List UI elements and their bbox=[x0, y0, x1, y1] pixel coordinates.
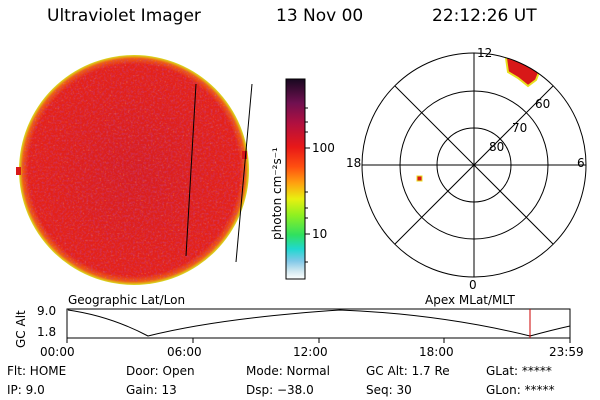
altitude-ylabel: GC Alt bbox=[14, 310, 28, 348]
info-mode: Mode: Normal bbox=[246, 364, 330, 378]
geographic-label: Geographic Lat/Lon bbox=[68, 293, 186, 307]
altitude-plot bbox=[66, 308, 571, 343]
lat-label-70: 70 bbox=[512, 121, 528, 135]
x-tick-0000: 00:00 bbox=[40, 345, 75, 359]
altitude-ymax: 9.0 bbox=[37, 304, 57, 318]
info-door: Door: Open bbox=[126, 364, 195, 378]
mlt-label-12: 12 bbox=[477, 46, 493, 60]
time-label: 22:12:26 UT bbox=[432, 6, 537, 26]
mlt-label-6: 6 bbox=[577, 156, 585, 170]
x-tick-1200: 12:00 bbox=[293, 345, 328, 359]
lat-label-80: 80 bbox=[489, 140, 505, 154]
info-glon: GLon: ***** bbox=[486, 383, 555, 397]
mlt-label-0: 0 bbox=[469, 278, 477, 292]
info-seq: Seq: 30 bbox=[366, 383, 412, 397]
altitude-ymin: 1.8 bbox=[37, 325, 57, 339]
date-label: 13 Nov 00 bbox=[276, 6, 364, 26]
colorbar-tick-100: 100 bbox=[312, 141, 335, 155]
mlt-label-18: 18 bbox=[346, 156, 362, 170]
lat-label-60: 60 bbox=[535, 97, 551, 111]
colorbar-tick-10: 10 bbox=[312, 227, 328, 241]
x-tick-0600: 06:00 bbox=[167, 345, 202, 359]
info-dsp: Dsp: −38.0 bbox=[246, 383, 314, 397]
apex-label: Apex MLat/MLT bbox=[425, 293, 515, 307]
x-tick-2359: 23:59 bbox=[549, 345, 584, 359]
info-glat: GLat: ***** bbox=[486, 364, 552, 378]
info-gc-alt: GC Alt: 1.7 Re bbox=[366, 364, 450, 378]
info-flight: Flt: HOME bbox=[7, 364, 67, 378]
polar-plot bbox=[361, 52, 587, 278]
color-bar bbox=[285, 78, 310, 280]
info-gain: Gain: 13 bbox=[126, 383, 177, 397]
x-tick-1800: 18:00 bbox=[419, 345, 454, 359]
earth-disk-image bbox=[16, 55, 253, 285]
colorbar-unit-label: photon cm⁻²s⁻¹ bbox=[270, 147, 284, 240]
info-ip: IP: 9.0 bbox=[7, 383, 45, 397]
app-title: Ultraviolet Imager bbox=[47, 6, 201, 26]
